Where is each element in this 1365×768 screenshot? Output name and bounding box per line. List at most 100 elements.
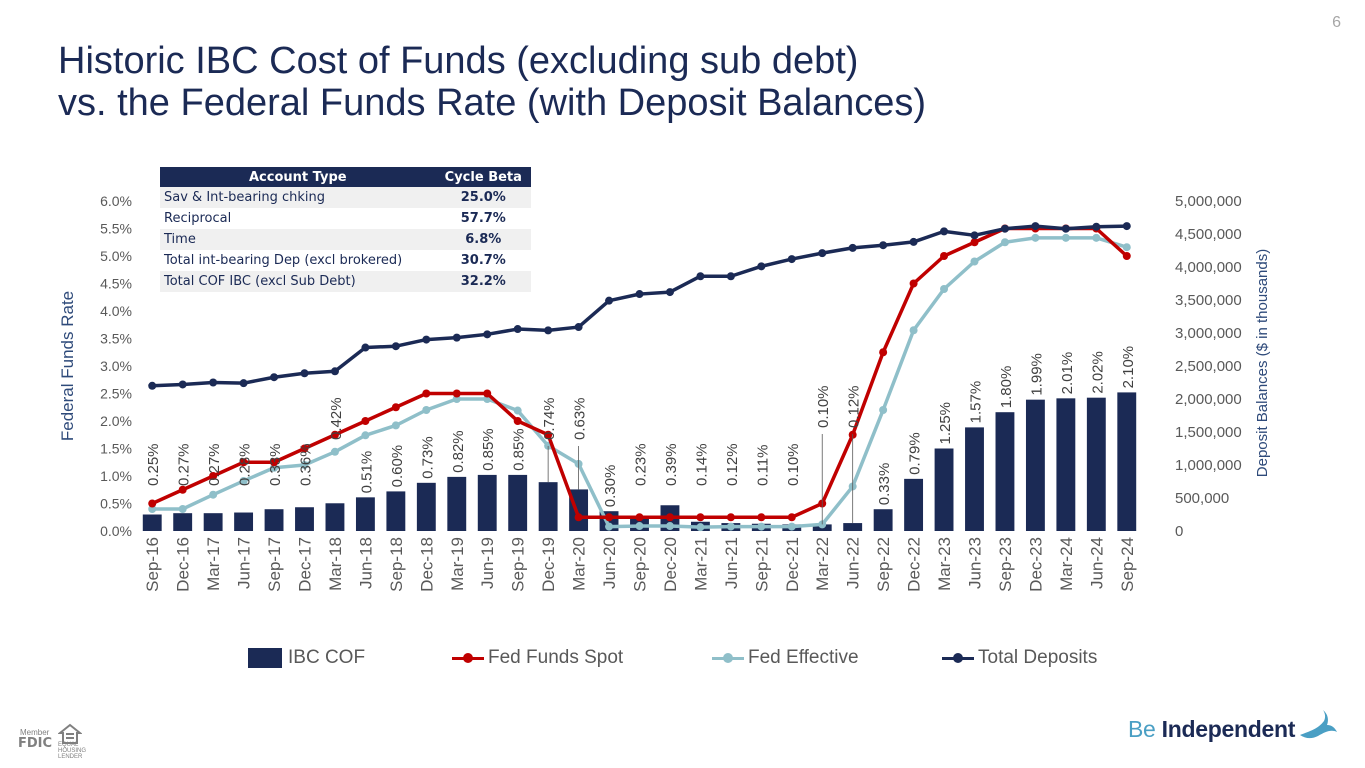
total-deposits-point xyxy=(1122,222,1131,231)
fed-funds-spot-point xyxy=(605,513,614,522)
data-label: 0.82% xyxy=(450,430,467,473)
y2-tick-label: 0 xyxy=(1175,523,1183,540)
bar-ibc-cof xyxy=(1117,392,1137,531)
cycle-beta-cell: 32.2% xyxy=(435,271,531,292)
legend-line-swatch xyxy=(452,652,484,663)
x-tick-label: Sep-17 xyxy=(265,537,284,592)
brand-be: Be xyxy=(1128,716,1156,742)
total-deposits-point xyxy=(270,373,279,382)
fed-effective-point xyxy=(1000,238,1009,247)
x-tick-label: Dec-21 xyxy=(783,537,802,592)
legend-label: Fed Funds Spot xyxy=(488,647,624,668)
data-label: 2.02% xyxy=(1089,351,1106,394)
data-label: 0.39% xyxy=(663,443,680,486)
bar-ibc-cof xyxy=(264,509,284,531)
fed-funds-spot-point xyxy=(635,513,644,522)
bar-ibc-cof xyxy=(934,448,954,531)
x-tick-label: Mar-21 xyxy=(691,537,710,591)
fed-effective-point xyxy=(970,257,979,266)
x-tick-label: Jun-18 xyxy=(356,537,375,589)
y2-tick-label: 1,000,000 xyxy=(1175,457,1242,474)
total-deposits-point xyxy=(544,326,553,335)
data-label: 0.25% xyxy=(145,443,162,486)
page-title: Historic IBC Cost of Funds (excluding su… xyxy=(58,40,926,124)
bar-ibc-cof xyxy=(1056,398,1076,531)
x-tick-label: Sep-16 xyxy=(143,537,162,592)
x-tick-label: Sep-20 xyxy=(631,537,650,592)
total-deposits-point xyxy=(818,249,827,258)
fed-effective-point xyxy=(178,505,187,513)
x-tick-label: Sep-23 xyxy=(996,537,1015,592)
fed-effective-point xyxy=(757,522,766,531)
x-tick-label: Jun-19 xyxy=(478,537,497,589)
y-tick-label: 1.0% xyxy=(100,468,132,484)
total-deposits-point xyxy=(757,262,766,271)
data-label: 0.27% xyxy=(206,443,223,486)
y-tick-label: 1.5% xyxy=(100,441,132,457)
x-tick-label: Jun-24 xyxy=(1087,537,1106,589)
data-label: 0.73% xyxy=(419,436,436,479)
y2-tick-label: 3,500,000 xyxy=(1175,292,1242,309)
fed-effective-point xyxy=(1122,243,1131,252)
fed-effective-point xyxy=(605,522,614,531)
y2-axis-title: Deposit Balances ($ in thousands) xyxy=(1254,249,1271,477)
fed-effective-point xyxy=(300,461,309,469)
fed-funds-spot-point xyxy=(300,444,309,453)
data-label: 1.80% xyxy=(998,366,1015,409)
x-tick-label: Sep-21 xyxy=(752,537,771,592)
fed-effective-point xyxy=(909,326,918,335)
data-label: 0.10% xyxy=(785,443,802,486)
legend-item-total-deposits: Total Deposits xyxy=(942,647,1097,669)
fed-effective-point xyxy=(726,522,735,531)
y-tick-label: 6.0% xyxy=(100,193,132,209)
fed-effective-point xyxy=(513,406,522,415)
data-label: 0.85% xyxy=(511,428,528,471)
equal-housing-icon xyxy=(58,723,82,744)
total-deposits-point xyxy=(848,243,857,252)
x-tick-label: Dec-16 xyxy=(174,537,193,592)
data-label: 0.10% xyxy=(815,385,832,428)
total-deposits-point xyxy=(1000,224,1009,233)
bar-ibc-cof xyxy=(203,513,223,531)
data-label: 0.51% xyxy=(358,451,375,494)
data-label: 1.57% xyxy=(968,381,985,424)
y-tick-label: 0.5% xyxy=(100,496,132,512)
x-tick-label: Sep-24 xyxy=(1118,537,1137,592)
legend-item-fed-funds-spot: Fed Funds Spot xyxy=(452,647,623,669)
y2-tick-label: 4,000,000 xyxy=(1175,259,1242,276)
y2-tick-label: 1,500,000 xyxy=(1175,424,1242,441)
total-deposits-point xyxy=(970,231,979,240)
fed-funds-spot-point xyxy=(696,513,705,522)
fed-effective-point xyxy=(239,476,248,485)
title-line-1: Historic IBC Cost of Funds (excluding su… xyxy=(58,40,859,82)
data-label: 0.74% xyxy=(541,397,558,440)
y2-tick-label: 4,500,000 xyxy=(1175,226,1242,243)
data-label: 0.23% xyxy=(633,443,650,486)
fed-funds-spot-point xyxy=(270,458,279,467)
total-deposits-point xyxy=(940,227,949,236)
data-label: 0.79% xyxy=(907,432,924,475)
bar-ibc-cof xyxy=(234,512,254,531)
fed-effective-point xyxy=(391,421,400,430)
legend-label: IBC COF xyxy=(288,647,366,668)
data-label: 2.01% xyxy=(1059,352,1076,395)
fed-funds-spot-point xyxy=(239,458,248,467)
fed-funds-spot-point xyxy=(909,279,918,288)
fed-effective-point xyxy=(787,522,796,531)
fed-effective-point xyxy=(879,406,888,414)
fed-effective-point xyxy=(635,522,644,531)
cycle-beta-cell: 25.0% xyxy=(435,187,531,208)
y2-tick-label: 5,000,000 xyxy=(1175,193,1242,210)
total-deposits-point xyxy=(696,272,705,281)
cycle-beta-cell: 6.8% xyxy=(435,229,531,250)
fed-funds-spot-point xyxy=(544,430,553,439)
fed-funds-spot-point xyxy=(726,513,735,522)
column-header-account-type: Account Type xyxy=(160,167,436,187)
data-label: 1.99% xyxy=(1028,353,1045,396)
total-deposits-point xyxy=(605,296,614,305)
total-deposits-point xyxy=(483,330,492,339)
y2-tick-label: 2,500,000 xyxy=(1175,358,1242,375)
x-tick-label: Jun-17 xyxy=(235,537,254,589)
fed-funds-spot-point xyxy=(209,472,218,480)
y-tick-label: 0.0% xyxy=(100,523,132,539)
